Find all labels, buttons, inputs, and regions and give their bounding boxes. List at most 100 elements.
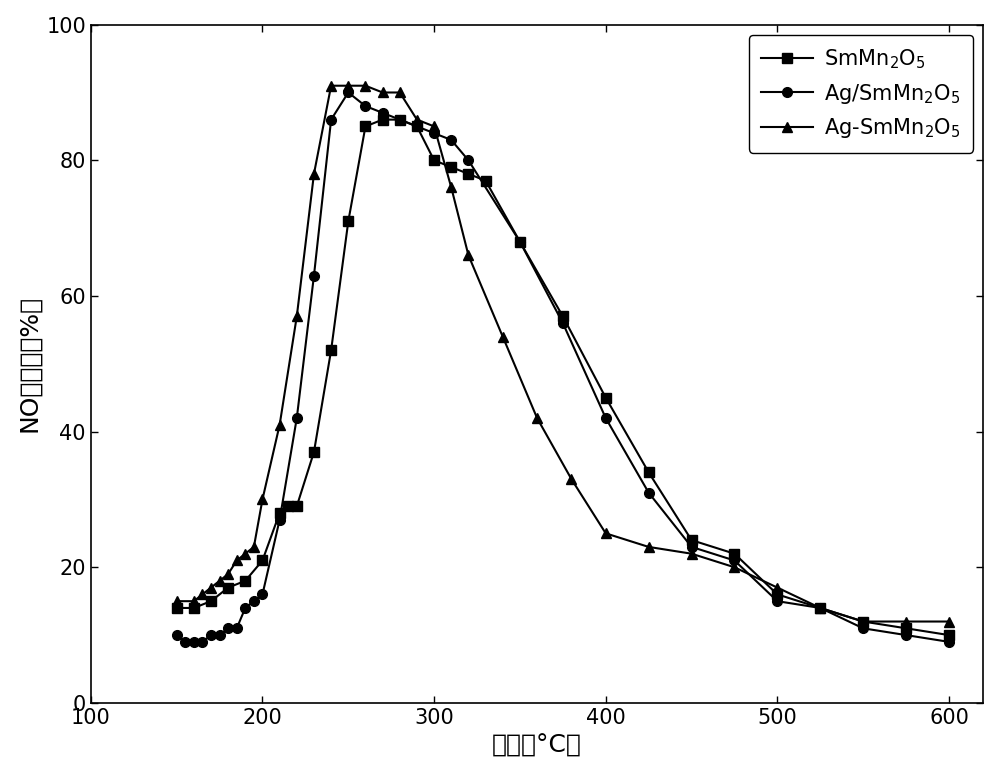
X-axis label: 温度（°C）: 温度（°C）	[492, 733, 582, 757]
SmMn$_2$O$_5$	[728, 549, 740, 558]
SmMn$_2$O$_5$	[428, 156, 440, 165]
Ag/SmMn$_2$O$_5$	[291, 413, 303, 423]
SmMn$_2$O$_5$	[480, 176, 492, 185]
Ag/SmMn$_2$O$_5$	[643, 488, 655, 498]
Ag-SmMn$_2$O$_5$	[428, 122, 440, 131]
SmMn$_2$O$_5$	[239, 576, 251, 585]
Ag/SmMn$_2$O$_5$	[943, 637, 955, 646]
Ag-SmMn$_2$O$_5$	[445, 183, 457, 192]
SmMn$_2$O$_5$	[171, 603, 183, 612]
Ag/SmMn$_2$O$_5$	[179, 637, 191, 646]
SmMn$_2$O$_5$	[771, 590, 783, 599]
Ag-SmMn$_2$O$_5$	[643, 543, 655, 552]
Ag-SmMn$_2$O$_5$	[231, 556, 243, 565]
SmMn$_2$O$_5$	[686, 536, 698, 545]
Ag-SmMn$_2$O$_5$	[394, 87, 406, 97]
Ag-SmMn$_2$O$_5$	[686, 549, 698, 558]
SmMn$_2$O$_5$	[359, 122, 371, 131]
SmMn$_2$O$_5$	[188, 603, 200, 612]
Ag-SmMn$_2$O$_5$	[205, 583, 217, 592]
SmMn$_2$O$_5$	[814, 603, 826, 612]
Ag/SmMn$_2$O$_5$	[728, 556, 740, 565]
SmMn$_2$O$_5$	[643, 467, 655, 477]
Ag-SmMn$_2$O$_5$	[291, 312, 303, 321]
Ag/SmMn$_2$O$_5$	[222, 624, 234, 633]
Ag-SmMn$_2$O$_5$	[565, 474, 577, 484]
Ag/SmMn$_2$O$_5$	[231, 624, 243, 633]
Legend: SmMn$_2$O$_5$, Ag/SmMn$_2$O$_5$, Ag-SmMn$_2$O$_5$: SmMn$_2$O$_5$, Ag/SmMn$_2$O$_5$, Ag-SmMn…	[749, 35, 973, 152]
Ag-SmMn$_2$O$_5$	[814, 603, 826, 612]
Ag-SmMn$_2$O$_5$	[308, 170, 320, 179]
Ag/SmMn$_2$O$_5$	[308, 271, 320, 280]
SmMn$_2$O$_5$	[900, 624, 912, 633]
Ag/SmMn$_2$O$_5$	[239, 603, 251, 612]
Ag/SmMn$_2$O$_5$	[188, 637, 200, 646]
Ag-SmMn$_2$O$_5$	[239, 549, 251, 558]
Line: Ag/SmMn$_2$O$_5$: Ag/SmMn$_2$O$_5$	[172, 87, 954, 647]
SmMn$_2$O$_5$	[377, 115, 389, 125]
Ag-SmMn$_2$O$_5$	[222, 570, 234, 579]
Ag-SmMn$_2$O$_5$	[728, 563, 740, 572]
Ag/SmMn$_2$O$_5$	[428, 128, 440, 138]
Ag/SmMn$_2$O$_5$	[325, 115, 337, 125]
SmMn$_2$O$_5$	[256, 556, 268, 565]
Ag/SmMn$_2$O$_5$	[394, 115, 406, 125]
Ag-SmMn$_2$O$_5$	[325, 81, 337, 91]
SmMn$_2$O$_5$	[325, 345, 337, 354]
Ag/SmMn$_2$O$_5$	[274, 515, 286, 525]
Ag-SmMn$_2$O$_5$	[274, 420, 286, 430]
Ag-SmMn$_2$O$_5$	[342, 81, 354, 91]
Ag-SmMn$_2$O$_5$	[359, 81, 371, 91]
SmMn$_2$O$_5$	[222, 583, 234, 592]
SmMn$_2$O$_5$	[600, 393, 612, 402]
Y-axis label: NO转化率（%）: NO转化率（%）	[17, 295, 41, 433]
SmMn$_2$O$_5$	[943, 631, 955, 640]
Ag/SmMn$_2$O$_5$	[514, 237, 526, 246]
Line: SmMn$_2$O$_5$: SmMn$_2$O$_5$	[172, 115, 954, 640]
Ag-SmMn$_2$O$_5$	[248, 543, 260, 552]
SmMn$_2$O$_5$	[291, 502, 303, 511]
Ag/SmMn$_2$O$_5$	[359, 101, 371, 111]
SmMn$_2$O$_5$	[274, 509, 286, 518]
Ag-SmMn$_2$O$_5$	[214, 576, 226, 585]
Ag/SmMn$_2$O$_5$	[196, 637, 208, 646]
SmMn$_2$O$_5$	[394, 115, 406, 125]
SmMn$_2$O$_5$	[857, 617, 869, 626]
SmMn$_2$O$_5$	[557, 312, 569, 321]
Ag/SmMn$_2$O$_5$	[900, 631, 912, 640]
Ag/SmMn$_2$O$_5$	[342, 87, 354, 97]
Ag-SmMn$_2$O$_5$	[943, 617, 955, 626]
Ag/SmMn$_2$O$_5$	[445, 135, 457, 145]
Ag/SmMn$_2$O$_5$	[411, 122, 423, 131]
Ag/SmMn$_2$O$_5$	[205, 631, 217, 640]
SmMn$_2$O$_5$	[514, 237, 526, 246]
Ag/SmMn$_2$O$_5$	[248, 597, 260, 606]
Ag/SmMn$_2$O$_5$	[771, 597, 783, 606]
Ag-SmMn$_2$O$_5$	[196, 590, 208, 599]
Ag-SmMn$_2$O$_5$	[188, 597, 200, 606]
Ag/SmMn$_2$O$_5$	[814, 603, 826, 612]
Ag-SmMn$_2$O$_5$	[531, 413, 543, 423]
Ag-SmMn$_2$O$_5$	[857, 617, 869, 626]
SmMn$_2$O$_5$	[308, 447, 320, 457]
Ag-SmMn$_2$O$_5$	[377, 87, 389, 97]
Ag/SmMn$_2$O$_5$	[462, 156, 474, 165]
SmMn$_2$O$_5$	[342, 217, 354, 226]
SmMn$_2$O$_5$	[205, 597, 217, 606]
Line: Ag-SmMn$_2$O$_5$: Ag-SmMn$_2$O$_5$	[172, 80, 954, 626]
Ag-SmMn$_2$O$_5$	[411, 115, 423, 125]
Ag/SmMn$_2$O$_5$	[686, 543, 698, 552]
Ag/SmMn$_2$O$_5$	[377, 108, 389, 118]
Ag-SmMn$_2$O$_5$	[171, 597, 183, 606]
Ag-SmMn$_2$O$_5$	[256, 495, 268, 504]
Ag/SmMn$_2$O$_5$	[600, 413, 612, 423]
Ag/SmMn$_2$O$_5$	[857, 624, 869, 633]
Ag-SmMn$_2$O$_5$	[771, 583, 783, 592]
Ag/SmMn$_2$O$_5$	[256, 590, 268, 599]
Ag-SmMn$_2$O$_5$	[900, 617, 912, 626]
Ag-SmMn$_2$O$_5$	[497, 332, 509, 341]
SmMn$_2$O$_5$	[462, 170, 474, 179]
SmMn$_2$O$_5$	[445, 163, 457, 172]
Ag/SmMn$_2$O$_5$	[171, 631, 183, 640]
Ag-SmMn$_2$O$_5$	[462, 251, 474, 260]
